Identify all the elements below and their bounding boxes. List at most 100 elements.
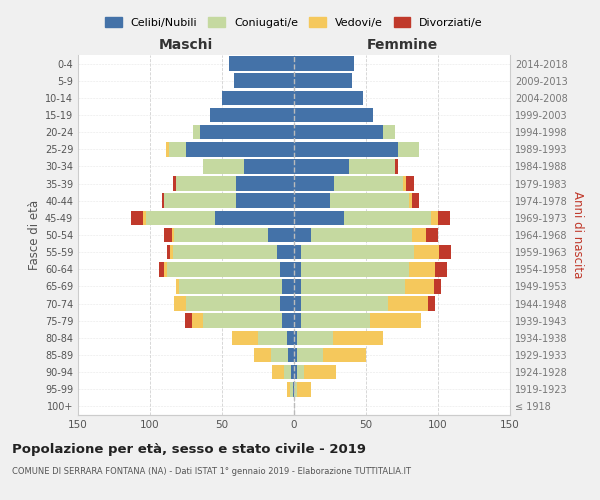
Bar <box>398 142 419 156</box>
Bar <box>406 176 413 191</box>
Bar <box>284 365 291 380</box>
Legend: Celibi/Nubili, Coniugati/e, Vedovi/e, Divorziati/e: Celibi/Nubili, Coniugati/e, Vedovi/e, Di… <box>105 18 483 28</box>
Bar <box>330 194 409 208</box>
Bar <box>291 365 294 380</box>
Bar <box>294 330 297 345</box>
Bar <box>258 330 287 345</box>
Bar <box>409 262 435 276</box>
Bar <box>395 159 398 174</box>
Bar <box>254 348 271 362</box>
Bar <box>166 142 169 156</box>
Text: Maschi: Maschi <box>159 38 213 52</box>
Bar <box>164 262 167 276</box>
Bar <box>186 296 280 311</box>
Bar <box>333 330 383 345</box>
Bar <box>294 125 383 140</box>
Bar <box>301 296 388 311</box>
Bar <box>297 330 333 345</box>
Bar <box>170 245 173 260</box>
Bar <box>388 296 428 311</box>
Bar <box>294 194 330 208</box>
Bar <box>311 228 412 242</box>
Bar <box>290 382 293 396</box>
Bar <box>229 56 294 71</box>
Bar <box>344 210 431 225</box>
Bar <box>164 194 236 208</box>
Text: Femmine: Femmine <box>367 38 437 52</box>
Bar <box>301 279 405 293</box>
Bar <box>236 194 294 208</box>
Bar <box>412 228 427 242</box>
Bar <box>294 176 334 191</box>
Text: Popolazione per età, sesso e stato civile - 2019: Popolazione per età, sesso e stato civil… <box>12 442 366 456</box>
Bar <box>405 279 434 293</box>
Bar <box>173 176 176 191</box>
Bar <box>146 210 215 225</box>
Bar <box>272 365 284 380</box>
Bar <box>323 348 366 362</box>
Bar <box>268 228 294 242</box>
Bar <box>294 159 349 174</box>
Bar <box>297 382 311 396</box>
Bar <box>175 228 268 242</box>
Bar <box>297 365 304 380</box>
Bar <box>409 194 412 208</box>
Bar <box>428 296 435 311</box>
Bar <box>211 108 294 122</box>
Bar <box>334 176 403 191</box>
Bar <box>294 365 297 380</box>
Bar <box>301 314 370 328</box>
Bar <box>349 159 395 174</box>
Bar <box>186 142 294 156</box>
Bar <box>294 245 301 260</box>
Bar <box>294 210 344 225</box>
Y-axis label: Anni di nascita: Anni di nascita <box>571 192 584 278</box>
Bar <box>175 296 186 311</box>
Bar <box>143 210 146 225</box>
Bar <box>215 210 294 225</box>
Bar <box>283 279 294 293</box>
Bar <box>438 210 449 225</box>
Bar <box>288 348 294 362</box>
Bar <box>294 296 301 311</box>
Bar <box>294 348 297 362</box>
Bar <box>280 262 294 276</box>
Bar <box>200 125 294 140</box>
Bar <box>173 245 277 260</box>
Bar <box>294 74 352 88</box>
Bar <box>294 262 301 276</box>
Bar <box>172 228 175 242</box>
Bar <box>304 365 336 380</box>
Y-axis label: Fasce di età: Fasce di età <box>28 200 41 270</box>
Bar <box>403 176 406 191</box>
Bar <box>244 159 294 174</box>
Bar <box>431 210 438 225</box>
Bar <box>176 279 179 293</box>
Bar <box>294 142 398 156</box>
Bar <box>294 382 297 396</box>
Bar <box>185 314 192 328</box>
Bar <box>167 262 280 276</box>
Bar <box>203 159 244 174</box>
Bar <box>164 228 172 242</box>
Bar <box>176 176 236 191</box>
Bar <box>193 125 200 140</box>
Bar <box>192 314 203 328</box>
Bar <box>222 90 294 105</box>
Bar <box>294 279 301 293</box>
Bar <box>301 262 409 276</box>
Bar <box>161 194 164 208</box>
Bar <box>158 262 164 276</box>
Bar <box>233 74 294 88</box>
Bar <box>232 330 258 345</box>
Bar <box>167 245 170 260</box>
Bar <box>179 279 283 293</box>
Bar <box>301 245 413 260</box>
Bar <box>435 262 446 276</box>
Bar <box>413 245 439 260</box>
Bar <box>383 125 395 140</box>
Bar <box>287 382 290 396</box>
Bar <box>427 228 438 242</box>
Bar <box>294 90 363 105</box>
Bar <box>370 314 421 328</box>
